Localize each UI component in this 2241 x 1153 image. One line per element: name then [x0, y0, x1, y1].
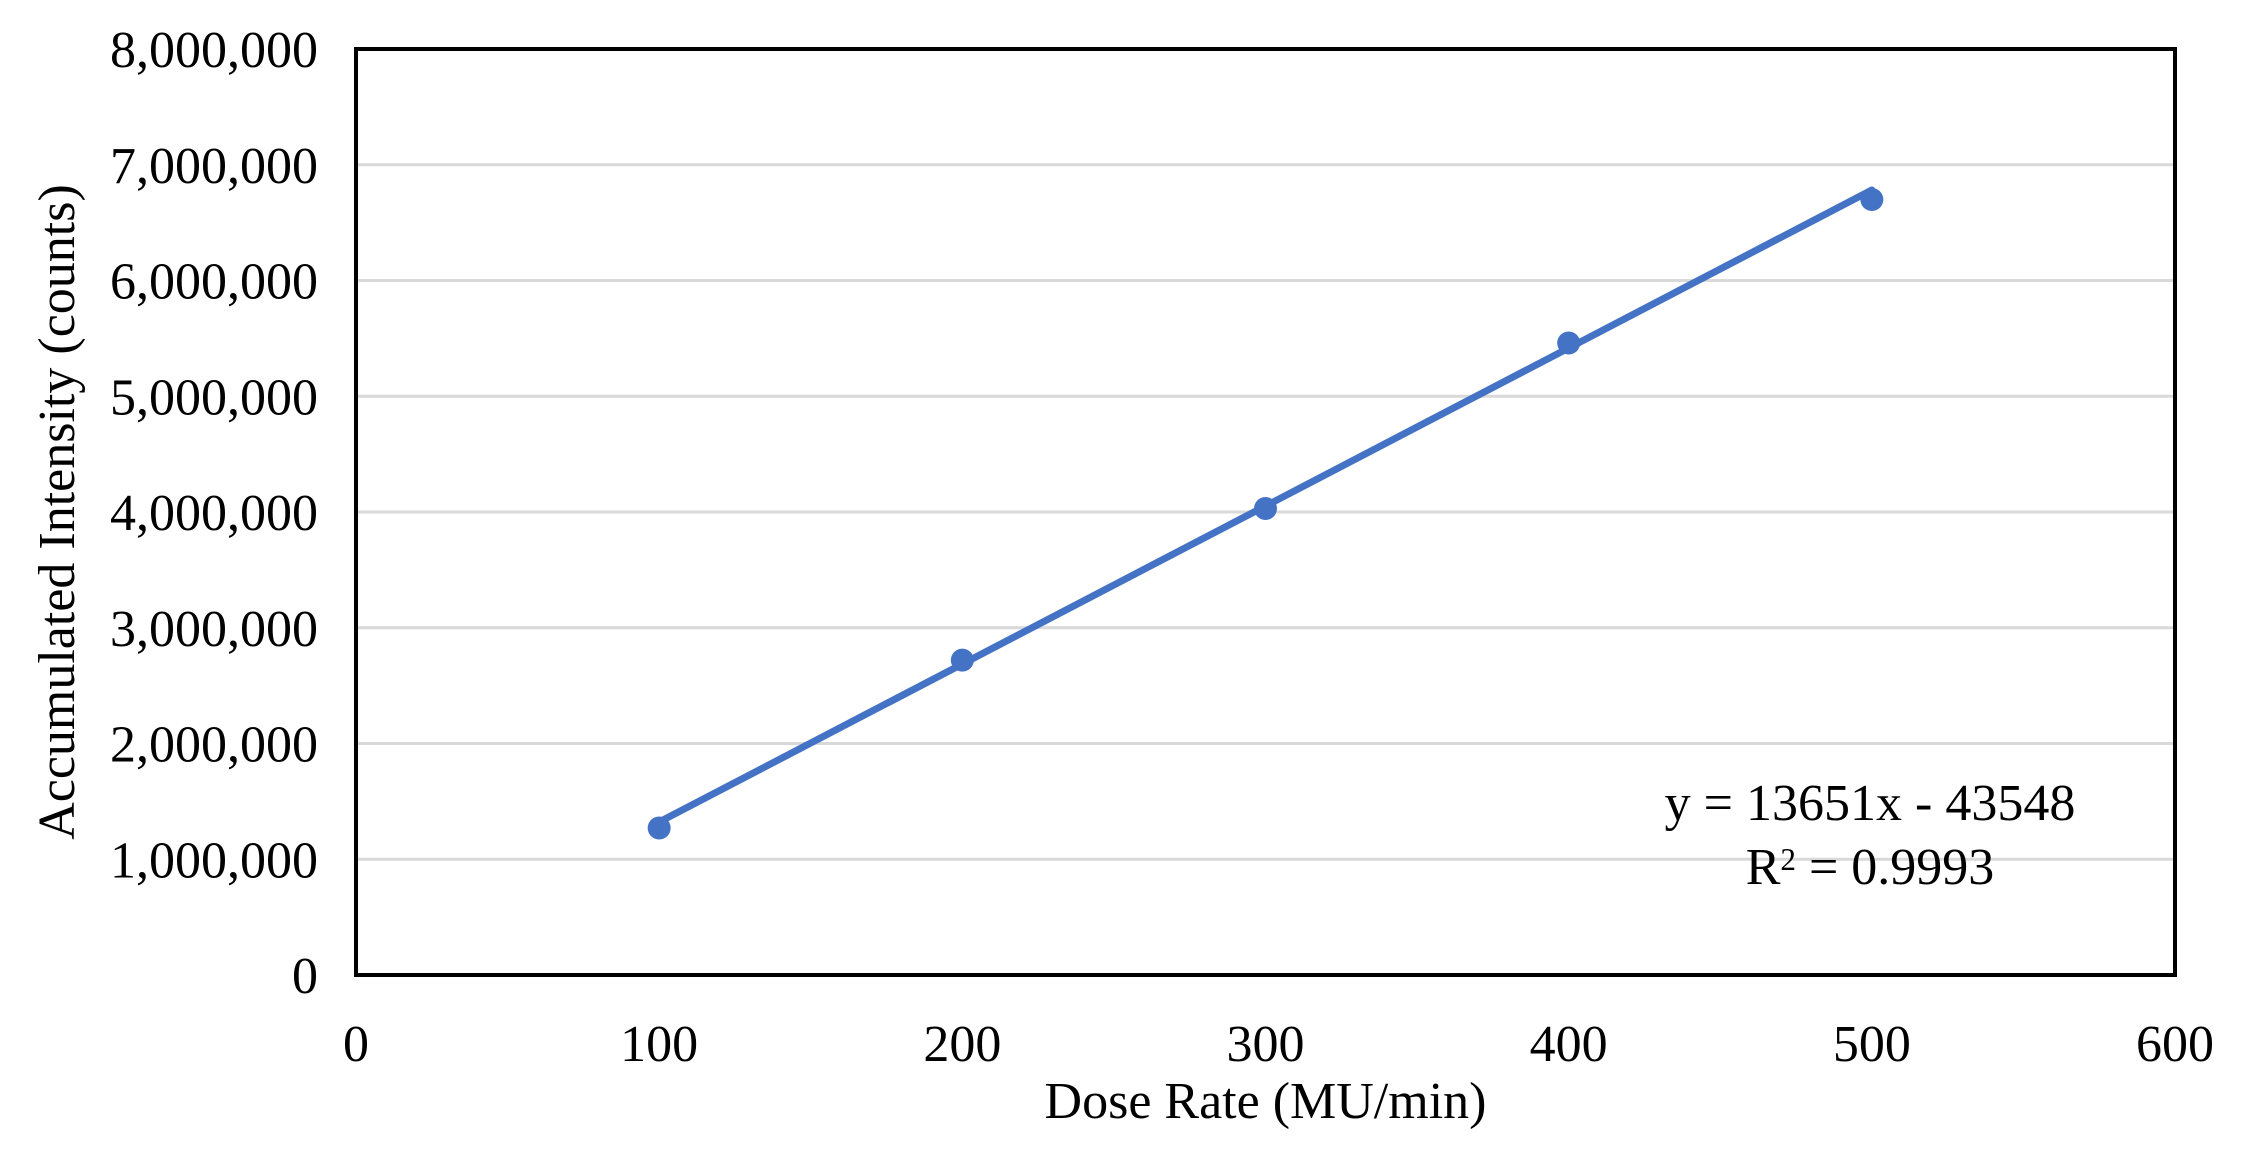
x-tick-label: 400 — [1530, 1016, 1608, 1073]
x-tick-label: 300 — [1227, 1016, 1305, 1073]
data-point — [1860, 187, 1884, 211]
data-point — [950, 648, 974, 672]
r-squared-value: R2 = 0.9993 — [1570, 836, 2170, 906]
y-tick-label: 3,000,000 — [110, 601, 318, 658]
y-axis-title: Accumulated Intensity (counts) — [29, 184, 86, 840]
r-squared-exponent: 2 — [1780, 841, 1796, 877]
x-axis-title: Dose Rate (MU/min) — [1044, 1073, 1487, 1130]
y-tick-label: 7,000,000 — [110, 138, 318, 195]
x-tick-label: 500 — [1833, 1016, 1911, 1073]
x-tick-label: 200 — [923, 1016, 1001, 1073]
plot-border — [354, 47, 2177, 977]
y-axis-tick-labels: 0 1,000,000 2,000,000 3,000,000 4,000,000 5,0… — [110, 22, 318, 1005]
plot-area-border — [354, 47, 2177, 977]
x-tick-label: 100 — [620, 1016, 698, 1073]
data-point — [1557, 331, 1581, 355]
x-axis-tick-labels: 0 100 200 300 400 500 600 — [343, 1016, 2214, 1073]
y-tick-label: 8,000,000 — [110, 22, 318, 79]
data-point — [647, 816, 671, 840]
y-tick-label: 5,000,000 — [110, 369, 318, 426]
y-tick-label: 1,000,000 — [110, 832, 318, 889]
x-tick-label: 0 — [343, 1016, 369, 1073]
data-point — [1254, 497, 1277, 521]
r-squared-base: R — [1745, 839, 1781, 896]
x-tick-label: 600 — [2136, 1016, 2214, 1073]
y-tick-label: 4,000,000 — [110, 485, 318, 542]
data-points — [647, 187, 1884, 840]
trendline-annotation: y = 13651x - 43548 R2 = 0.9993 — [1570, 772, 2170, 906]
y-tick-label: 0 — [292, 948, 318, 1005]
r-squared-rest: = 0.9993 — [1795, 839, 1995, 896]
y-tick-label: 2,000,000 — [110, 717, 318, 774]
trendline-equation: y = 13651x - 43548 — [1664, 775, 2076, 832]
gridlines — [356, 163, 2175, 861]
y-tick-label: 6,000,000 — [110, 254, 318, 311]
